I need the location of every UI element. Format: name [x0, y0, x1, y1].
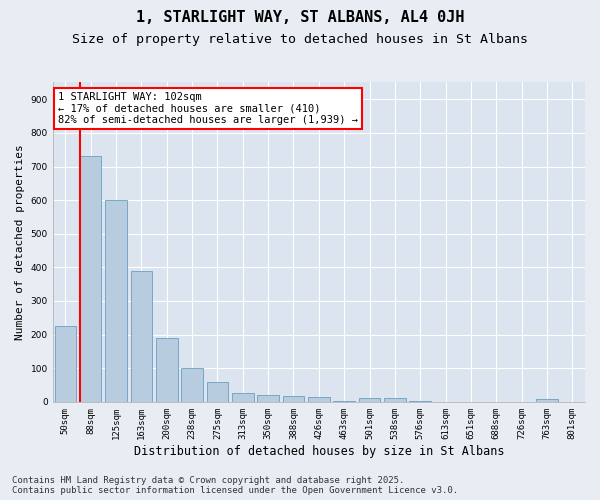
Text: 1, STARLIGHT WAY, ST ALBANS, AL4 0JH: 1, STARLIGHT WAY, ST ALBANS, AL4 0JH — [136, 10, 464, 25]
Bar — [536, 399, 558, 402]
Bar — [181, 368, 203, 402]
Bar — [156, 338, 178, 402]
Bar — [308, 397, 329, 402]
Bar — [257, 395, 279, 402]
Bar — [334, 401, 355, 402]
Text: 1 STARLIGHT WAY: 102sqm
← 17% of detached houses are smaller (410)
82% of semi-d: 1 STARLIGHT WAY: 102sqm ← 17% of detache… — [58, 92, 358, 126]
Bar — [131, 270, 152, 402]
Bar — [105, 200, 127, 402]
Y-axis label: Number of detached properties: Number of detached properties — [15, 144, 25, 340]
Bar — [206, 382, 228, 402]
Bar — [283, 396, 304, 402]
X-axis label: Distribution of detached houses by size in St Albans: Distribution of detached houses by size … — [134, 444, 504, 458]
Bar — [384, 398, 406, 402]
Bar — [55, 326, 76, 402]
Bar — [80, 156, 101, 402]
Bar — [409, 401, 431, 402]
Bar — [232, 393, 254, 402]
Bar — [359, 398, 380, 402]
Text: Contains HM Land Registry data © Crown copyright and database right 2025.
Contai: Contains HM Land Registry data © Crown c… — [12, 476, 458, 495]
Text: Size of property relative to detached houses in St Albans: Size of property relative to detached ho… — [72, 32, 528, 46]
